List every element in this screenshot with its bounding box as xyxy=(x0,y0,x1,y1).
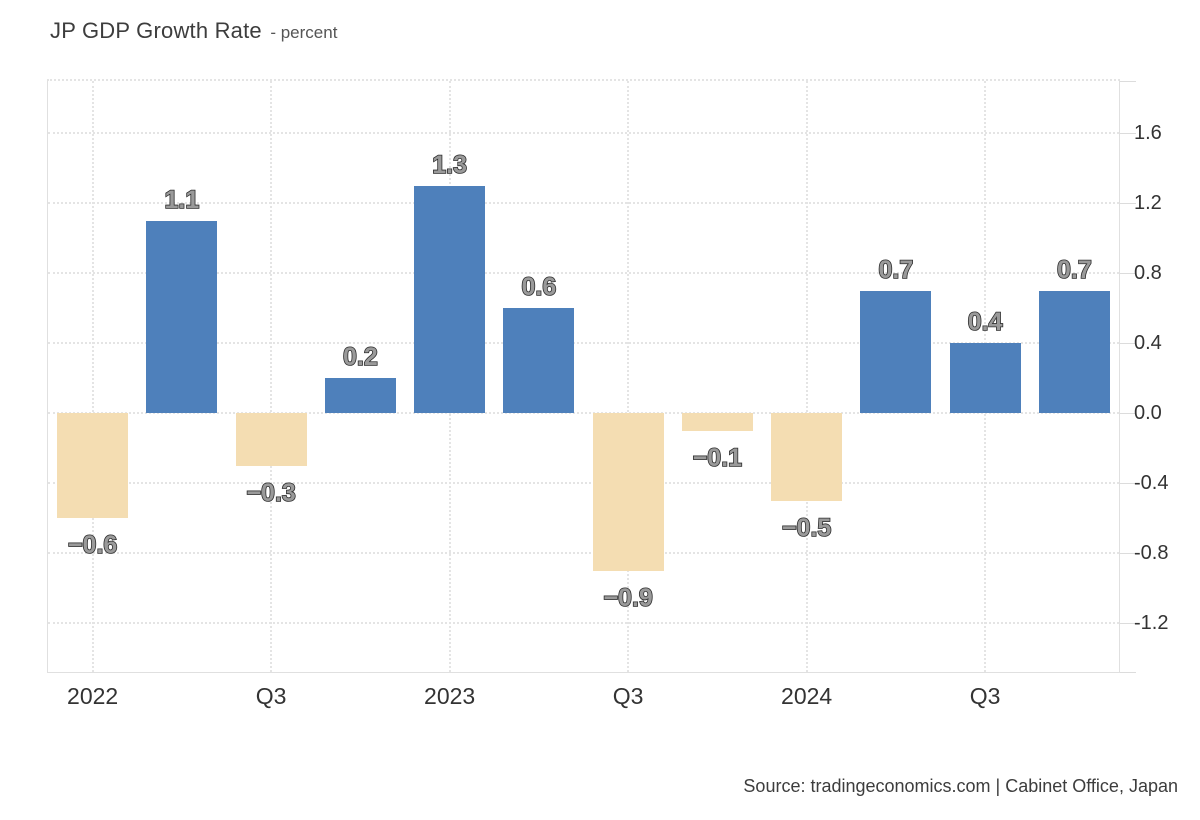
y-axis-tick-label: 1.6 xyxy=(1134,122,1162,144)
y-axis-tick xyxy=(1120,133,1136,134)
y-axis-tick xyxy=(1120,343,1136,344)
bar-2024-q2 xyxy=(860,290,932,413)
bar-value-label: −0.5 xyxy=(781,513,832,543)
y-axis-tick-label: 0.4 xyxy=(1134,332,1162,354)
gridline-h xyxy=(48,342,1119,344)
plot-area: 1.6 1.2 0.8 0.4 0.0 -0.4 -0.8 -1.2 2022 Q3 2023 Q3 2… xyxy=(47,79,1168,709)
y-axis-tick xyxy=(1120,273,1136,274)
bar-value-label: −0.6 xyxy=(67,530,118,560)
bar-value-label: 0.4 xyxy=(967,307,1003,337)
chart-header: JP GDP Growth Rate - percent xyxy=(50,18,337,44)
y-axis-tick xyxy=(1120,81,1136,82)
y-axis-tick xyxy=(1120,483,1136,484)
y-axis-tick xyxy=(1120,203,1136,204)
gridline-h xyxy=(48,132,1119,134)
bar-value-label: −0.1 xyxy=(692,443,743,473)
y-axis-tick-label: 1.2 xyxy=(1134,192,1162,214)
bar-value-label: 0.6 xyxy=(521,272,557,302)
gridline-h xyxy=(48,202,1119,204)
bar-2022-q1 xyxy=(57,413,129,518)
bar-value-label: 0.7 xyxy=(878,255,914,285)
x-axis-tick-label: 2023 xyxy=(424,683,476,709)
bar-value-label: 1.3 xyxy=(431,150,468,180)
bar-2022-q3 xyxy=(235,413,307,466)
bar-2023-q4 xyxy=(681,413,753,431)
gridline-h xyxy=(48,552,1119,554)
bar-value-label: 1.1 xyxy=(164,185,200,215)
y-axis-tick-label: 0.0 xyxy=(1134,402,1162,424)
y-axis-tick-label: -0.4 xyxy=(1134,472,1169,494)
y-axis-tick xyxy=(1120,413,1136,414)
x-axis-tick-label: Q3 xyxy=(969,683,1001,709)
y-axis-tick xyxy=(1120,553,1136,554)
bar-value-label: 0.7 xyxy=(1056,255,1092,285)
bar-2024-q4 xyxy=(1038,290,1110,413)
bar-2023-q2 xyxy=(503,308,575,413)
gridline-v xyxy=(805,81,808,672)
bar-2023-q1 xyxy=(414,185,486,413)
y-axis-tick-label: -0.8 xyxy=(1134,542,1169,564)
chart-subtitle: - percent xyxy=(270,23,338,42)
gridline-h xyxy=(48,272,1119,274)
y-axis-tick-label: 0.8 xyxy=(1134,262,1162,284)
bar-value-label: −0.3 xyxy=(246,478,297,508)
bar-2022-q4 xyxy=(324,378,396,413)
gridline-v xyxy=(627,81,630,672)
gridline-h xyxy=(48,482,1119,484)
bar-2024-q3 xyxy=(949,343,1021,413)
y-axis-tick-label: -1.2 xyxy=(1134,612,1169,634)
bar-value-label: −0.9 xyxy=(603,583,654,613)
bar-value-label: 0.2 xyxy=(342,342,378,372)
bar-2022-q2 xyxy=(146,220,218,413)
x-axis-tick-label: 2022 xyxy=(67,683,119,709)
y-axis-tick xyxy=(1120,623,1136,624)
chart-title: JP GDP Growth Rate xyxy=(50,18,262,43)
source-caption: Source: tradingeconomics.com | Cabinet O… xyxy=(743,776,1178,796)
bar-2024-q1 xyxy=(771,413,843,501)
x-axis-tick-label: Q3 xyxy=(612,683,644,709)
x-axis-tick-label: 2024 xyxy=(781,683,833,709)
gridline-h xyxy=(48,622,1119,624)
gridline-v xyxy=(270,81,273,672)
x-axis-tick-label: Q3 xyxy=(255,683,287,709)
gridline-v xyxy=(91,81,94,672)
bar-2023-q3 xyxy=(592,413,664,571)
gridline-h xyxy=(48,412,1119,414)
y-axis-tick xyxy=(1120,672,1136,673)
